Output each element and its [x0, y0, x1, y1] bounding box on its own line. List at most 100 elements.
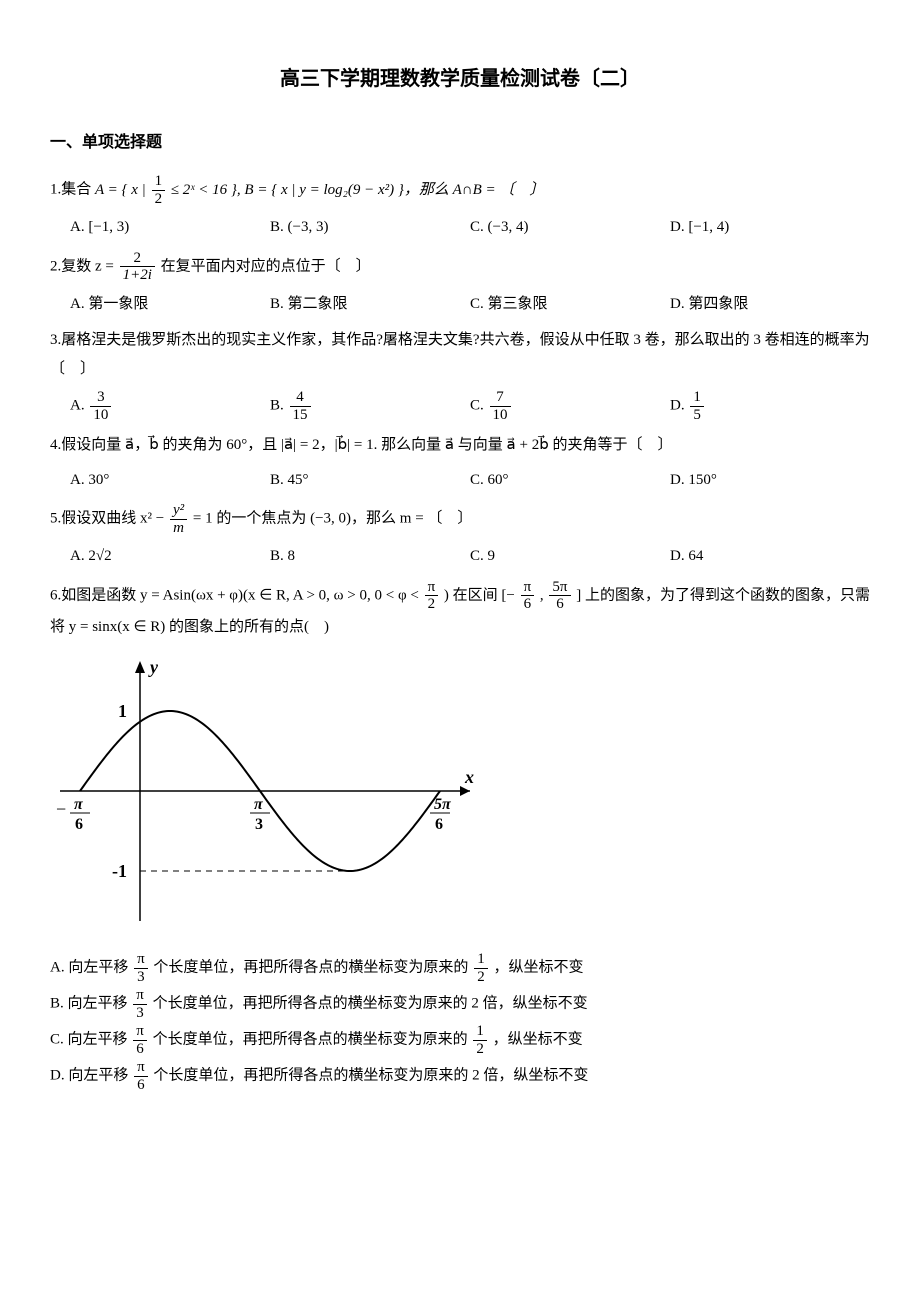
svg-text:−: − — [56, 799, 66, 819]
fraction-pi2: π2 — [425, 579, 439, 613]
q6-opt-a: A. 向左平移 π3 个长度单位，再把所得各点的横坐标变为原来的 12 ，纵坐标… — [50, 951, 870, 985]
q1-opt-b: B. (−3, 3) — [270, 213, 470, 242]
num: 4 — [290, 389, 311, 407]
svg-text:π: π — [254, 796, 264, 813]
text: 个长度单位，再把所得各点的横坐标变为原来的 2 倍，纵坐标不变 — [153, 1068, 588, 1084]
q5-opt-d: D. 64 — [670, 542, 870, 571]
fraction: π3 — [133, 987, 147, 1021]
q1-opt-c: C. (−3, 4) — [470, 213, 670, 242]
q6-opt-d: D. 向左平移 π6 个长度单位，再把所得各点的横坐标变为原来的 2 倍，纵坐标… — [50, 1059, 870, 1093]
den: 2 — [473, 1041, 487, 1058]
svg-text:π: π — [74, 796, 84, 813]
question-3: 3.屠格涅夫是俄罗斯杰出的现实主义作家，其作品?屠格涅夫文集?共六卷，假设从中任… — [50, 326, 870, 383]
svg-text:6: 6 — [75, 816, 83, 833]
label: B. 向左平移 — [50, 996, 131, 1012]
svg-text:-1: -1 — [112, 861, 127, 881]
q4-opt-a: A. 30° — [70, 466, 270, 495]
den: 10 — [90, 407, 111, 424]
num: 2 — [120, 250, 155, 268]
q2-stem-pre: 2.复数 z = — [50, 258, 118, 274]
fraction: 415 — [290, 389, 311, 423]
den: 15 — [290, 407, 311, 424]
q5-opt-b: B. 8 — [270, 542, 470, 571]
q6-options: A. 向左平移 π3 个长度单位，再把所得各点的横坐标变为原来的 12 ，纵坐标… — [50, 951, 870, 1093]
q3-opt-d: D. 15 — [670, 389, 870, 423]
q1-opt-d: D. [−1, 4) — [670, 213, 870, 242]
den: 6 — [549, 596, 570, 613]
sine-graph: yx1-1−π6π35π6 — [50, 651, 480, 941]
q6-stem-mid2: , — [540, 587, 548, 603]
section-heading: 一、单项选择题 — [50, 128, 870, 158]
svg-text:6: 6 — [435, 816, 443, 833]
text: ，纵坐标不变 — [493, 960, 583, 976]
den: m — [170, 520, 187, 537]
den: 6 — [134, 1077, 148, 1094]
q2-opt-d: D. 第四象限 — [670, 290, 870, 319]
svg-text:1: 1 — [118, 701, 127, 721]
text: ，纵坐标不变 — [493, 1032, 583, 1048]
den: 5 — [690, 407, 704, 424]
num: π — [134, 1059, 148, 1077]
den: 10 — [490, 407, 511, 424]
fraction-5pi6: 5π6 — [549, 579, 570, 613]
label: B. — [270, 398, 288, 414]
q5-options: A. 2√2 B. 8 C. 9 D. 64 — [70, 542, 870, 571]
den: 3 — [134, 969, 148, 986]
svg-text:3: 3 — [255, 816, 263, 833]
fraction-z: 21+2i — [120, 250, 155, 284]
q3-opt-c: C. 710 — [470, 389, 670, 423]
text: 个长度单位，再把所得各点的横坐标变为原来的 — [153, 1032, 472, 1048]
q5-stem-pre: 5.假设双曲线 x² − — [50, 511, 168, 527]
q4-opt-b: B. 45° — [270, 466, 470, 495]
q1-set-a: A = { x | 12 ≤ 2ˣ < 16 }, B = { x | y = … — [95, 182, 544, 198]
num: 1 — [474, 951, 488, 969]
q1-stem: 1.集合 — [50, 182, 95, 198]
q6-opt-b: B. 向左平移 π3 个长度单位，再把所得各点的横坐标变为原来的 2 倍，纵坐标… — [50, 987, 870, 1021]
q1-opt-a: A. [−1, 3) — [70, 213, 270, 242]
text: A = { x | — [95, 182, 150, 198]
q5-opt-c: C. 9 — [470, 542, 670, 571]
text: 个长度单位，再把所得各点的横坐标变为原来的 2 倍，纵坐标不变 — [153, 996, 588, 1012]
q5-stem-post: = 1 的一个焦点为 (−3, 0)，那么 m = 〔 〕 — [193, 511, 473, 527]
q2-stem-post: 在复平面内对应的点位于〔 〕 — [161, 258, 371, 274]
q2-opt-b: B. 第二象限 — [270, 290, 470, 319]
num: 7 — [490, 389, 511, 407]
fraction: 15 — [690, 389, 704, 423]
question-6: 6.如图是函数 y = Asin(ωx + φ)(x ∈ R, A > 0, ω… — [50, 579, 870, 642]
fraction: π3 — [134, 951, 148, 985]
label: A. — [70, 398, 88, 414]
label: C. 向左平移 — [50, 1032, 131, 1048]
den: 1+2i — [120, 267, 155, 284]
fraction: π6 — [134, 1059, 148, 1093]
num: y² — [170, 502, 187, 520]
den: 2 — [425, 596, 439, 613]
num: π — [134, 951, 148, 969]
q3-opt-b: B. 415 — [270, 389, 470, 423]
question-5: 5.假设双曲线 x² − y²m = 1 的一个焦点为 (−3, 0)，那么 m… — [50, 502, 870, 536]
svg-text:y: y — [148, 657, 159, 677]
num: 1 — [690, 389, 704, 407]
q2-options: A. 第一象限 B. 第二象限 C. 第三象限 D. 第四象限 — [70, 290, 870, 319]
text: 个长度单位，再把所得各点的横坐标变为原来的 — [153, 960, 472, 976]
num: π — [425, 579, 439, 597]
den: 2 — [474, 969, 488, 986]
svg-text:5π: 5π — [434, 796, 452, 813]
fraction: 310 — [90, 389, 111, 423]
q6-stem-pre: 6.如图是函数 y = Asin(ωx + φ)(x ∈ R, A > 0, ω… — [50, 587, 423, 603]
q3-options: A. 310 B. 415 C. 710 D. 15 — [70, 389, 870, 423]
q2-opt-a: A. 第一象限 — [70, 290, 270, 319]
q6-stem-mid: ) 在区间 [− — [444, 587, 515, 603]
fraction: 710 — [490, 389, 511, 423]
label: C. — [470, 398, 488, 414]
label: D. 向左平移 — [50, 1068, 132, 1084]
num: 1 — [152, 173, 166, 191]
q6-opt-c: C. 向左平移 π6 个长度单位，再把所得各点的横坐标变为原来的 12 ，纵坐标… — [50, 1023, 870, 1057]
svg-text:x: x — [464, 767, 474, 787]
fraction-y2m: y²m — [170, 502, 187, 536]
fraction: π6 — [133, 1023, 147, 1057]
fraction-pi6: π6 — [521, 579, 535, 613]
text: ≤ 2ˣ < 16 }, — [171, 182, 245, 198]
fraction-half: 12 — [152, 173, 166, 207]
q4-opt-d: D. 150° — [670, 466, 870, 495]
q3-opt-a: A. 310 — [70, 389, 270, 423]
